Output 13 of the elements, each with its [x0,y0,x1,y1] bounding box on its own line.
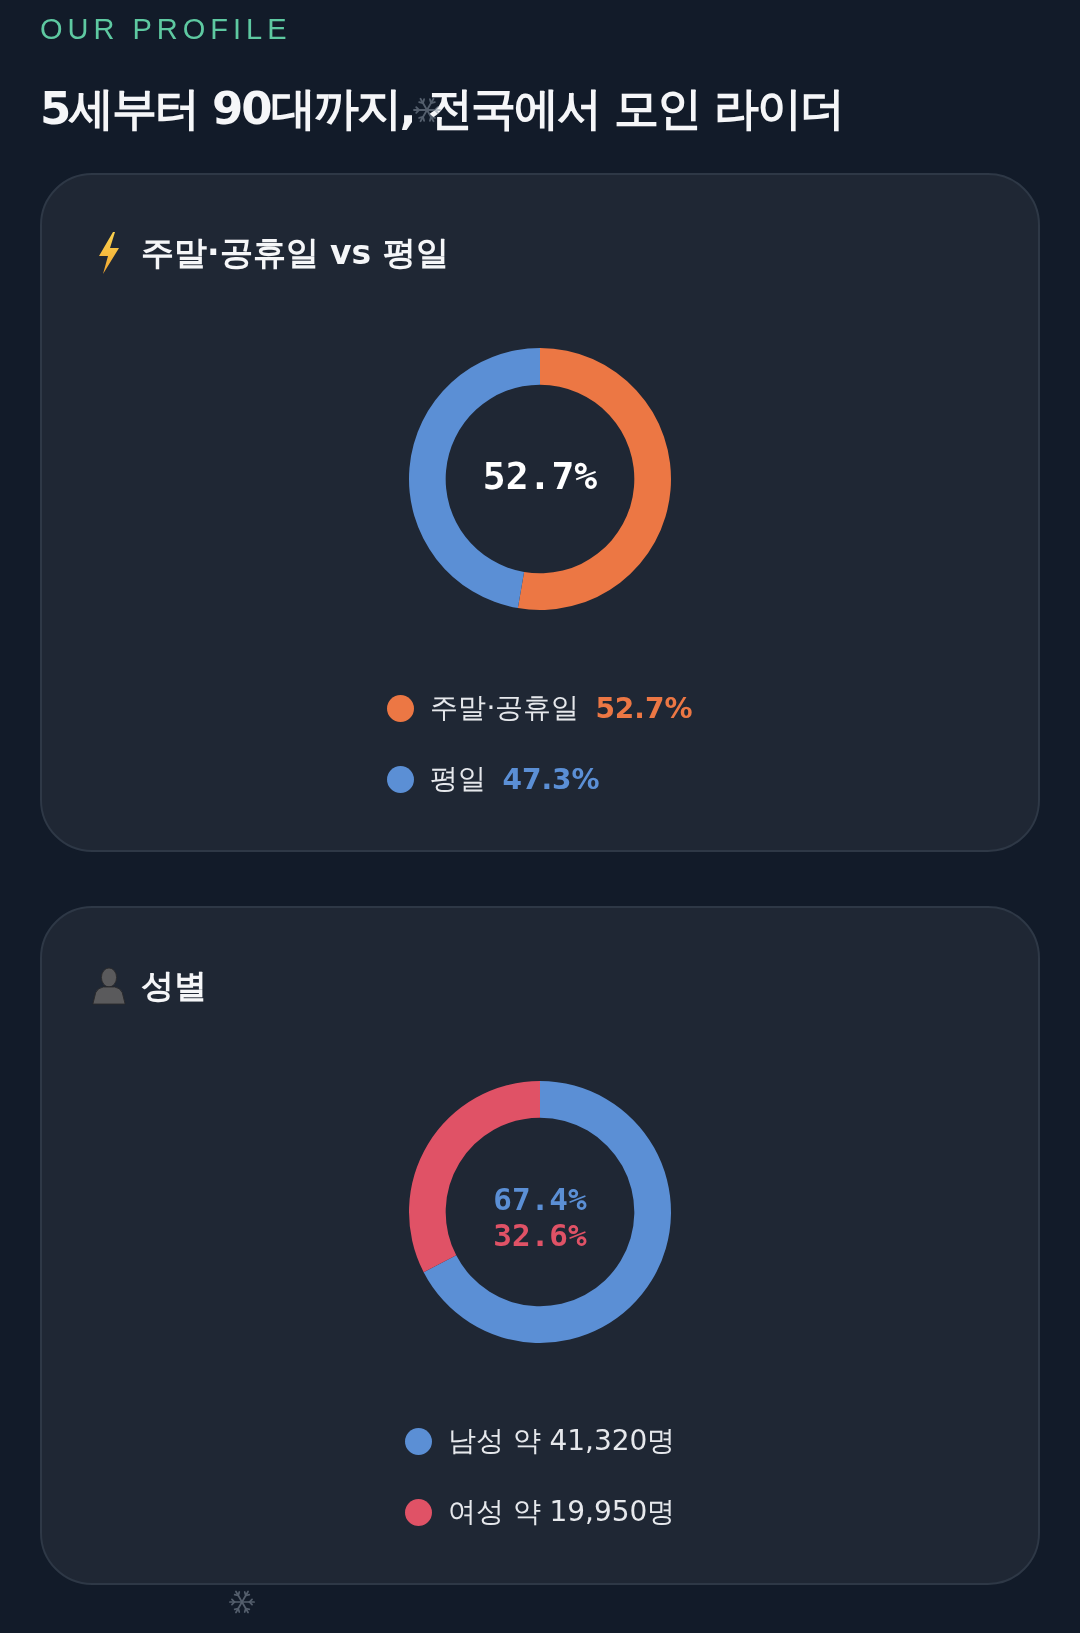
legend-label: 주말·공휴일 [430,690,580,726]
text: 52.7% [482,453,598,498]
text: 67.4% [493,1181,587,1218]
legend-label: 평일 [430,761,487,797]
legend-label: 여성 약 19,950명 [447,1494,676,1530]
data-label: 52.7% [595,691,693,725]
text: OUR PROFILE [40,12,292,46]
chart-title: 성별 [141,964,207,1007]
legend-label: 남성 약 41,320명 [447,1423,676,1459]
text: 5세부터 90대까지, 전국에서 모인 라이더 [40,81,843,137]
data-label: 47.3% [502,762,600,796]
text: 32.6% [493,1217,587,1254]
chart-title: 주말·공휴일 vs 평일 [141,231,449,274]
